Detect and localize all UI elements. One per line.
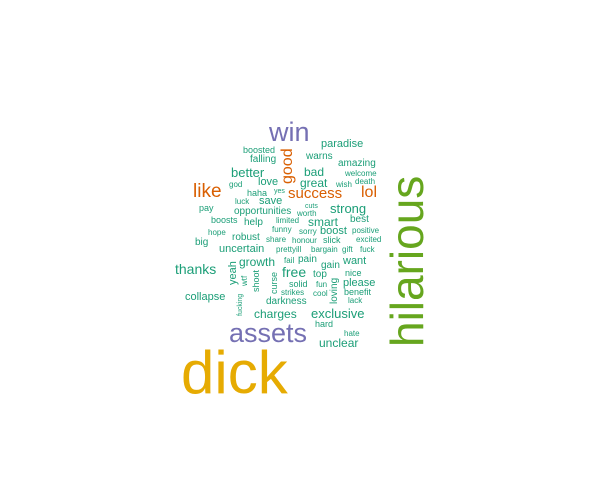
word-pay: pay	[199, 203, 214, 213]
word-sorry: sorry	[299, 227, 317, 236]
word-excited: excited	[356, 235, 382, 244]
word-top: top	[313, 269, 327, 280]
word-good: good	[279, 148, 296, 184]
word-unclear: unclear	[319, 336, 359, 350]
word-smart: smart	[308, 215, 338, 229]
word-love: love	[258, 176, 279, 188]
word-prettyill: prettyill	[276, 245, 302, 254]
word-darkness: darkness	[266, 296, 307, 307]
word-warns: warns	[306, 151, 333, 162]
word-best: best	[350, 214, 369, 225]
word-god: god	[229, 180, 243, 189]
word-paradise: paradise	[321, 138, 364, 150]
word-solid: solid	[289, 279, 308, 289]
word-win: win	[269, 117, 310, 147]
word-better: better	[231, 165, 265, 180]
word-wish: wish	[336, 180, 353, 189]
word-save: save	[259, 195, 283, 207]
word-hate: hate	[344, 329, 360, 338]
word-collapse: collapse	[185, 291, 226, 303]
word-cuts: cuts	[305, 203, 318, 210]
word-lack: lack	[348, 296, 363, 305]
word-help: help	[244, 217, 263, 228]
word-hilarious: hilarious	[381, 175, 433, 347]
word-bad: bad	[304, 165, 325, 179]
word-exclusive: exclusive	[311, 306, 365, 321]
word-positive: positive	[352, 226, 380, 235]
word-boost: boost	[320, 225, 347, 237]
word-free: free	[282, 264, 307, 280]
word-strikes: strikes	[281, 288, 305, 297]
word-falling: falling	[250, 154, 277, 165]
word-amazing: amazing	[338, 158, 376, 169]
word-haha: haha	[247, 188, 268, 198]
word-lol: lol	[361, 184, 378, 201]
word-opportunities: opportunities	[234, 206, 292, 217]
word-great: great	[300, 176, 328, 190]
word-funny: funny	[272, 225, 292, 234]
word-uncertain: uncertain	[219, 243, 265, 255]
word-strong: strong	[330, 201, 367, 216]
word-please: please	[343, 277, 376, 289]
word-honour: honour	[292, 236, 317, 245]
word-fun: fun	[316, 280, 328, 289]
word-like: like	[193, 181, 222, 202]
word-nice: nice	[345, 268, 362, 278]
word-hard: hard	[315, 319, 334, 329]
word-wtf: wtf	[240, 275, 249, 286]
word-charges: charges	[254, 307, 297, 321]
word-fucking: fucking	[237, 293, 244, 316]
word-hope: hope	[208, 228, 226, 237]
word-curse: curse	[269, 271, 279, 294]
word-robust: robust	[232, 232, 260, 243]
word-share: share	[266, 235, 287, 244]
word-benefit: benefit	[344, 287, 372, 297]
word-big: big	[195, 237, 209, 248]
word-shoot: shoot	[251, 269, 261, 292]
word-worth: worth	[297, 209, 317, 218]
word-bargain: bargain	[311, 245, 338, 254]
word-fail: fail	[284, 256, 295, 265]
word-fuck: fuck	[360, 245, 375, 254]
word-yes: yes	[274, 188, 285, 195]
word-cool: cool	[313, 289, 328, 298]
word-boosted: boosted	[243, 145, 276, 155]
word-gift: gift	[342, 245, 353, 254]
word-welcome: welcome	[345, 169, 377, 178]
word-luck: luck	[235, 197, 250, 206]
word-limited: limited	[276, 216, 300, 225]
word-gain: gain	[321, 260, 340, 271]
word-slick: slick	[323, 235, 341, 245]
word-thanks: thanks	[175, 261, 217, 277]
word-assets: assets	[229, 318, 308, 348]
word-dick: dick	[181, 339, 288, 406]
word-success: success	[288, 185, 343, 202]
word-death: death	[355, 177, 376, 186]
word-loving: loving	[329, 277, 340, 304]
word-yeah: yeah	[227, 261, 239, 285]
word-boosts: boosts	[211, 215, 238, 225]
word-want: want	[343, 255, 367, 267]
word-pain: pain	[298, 254, 317, 265]
word-growth: growth	[239, 255, 276, 269]
